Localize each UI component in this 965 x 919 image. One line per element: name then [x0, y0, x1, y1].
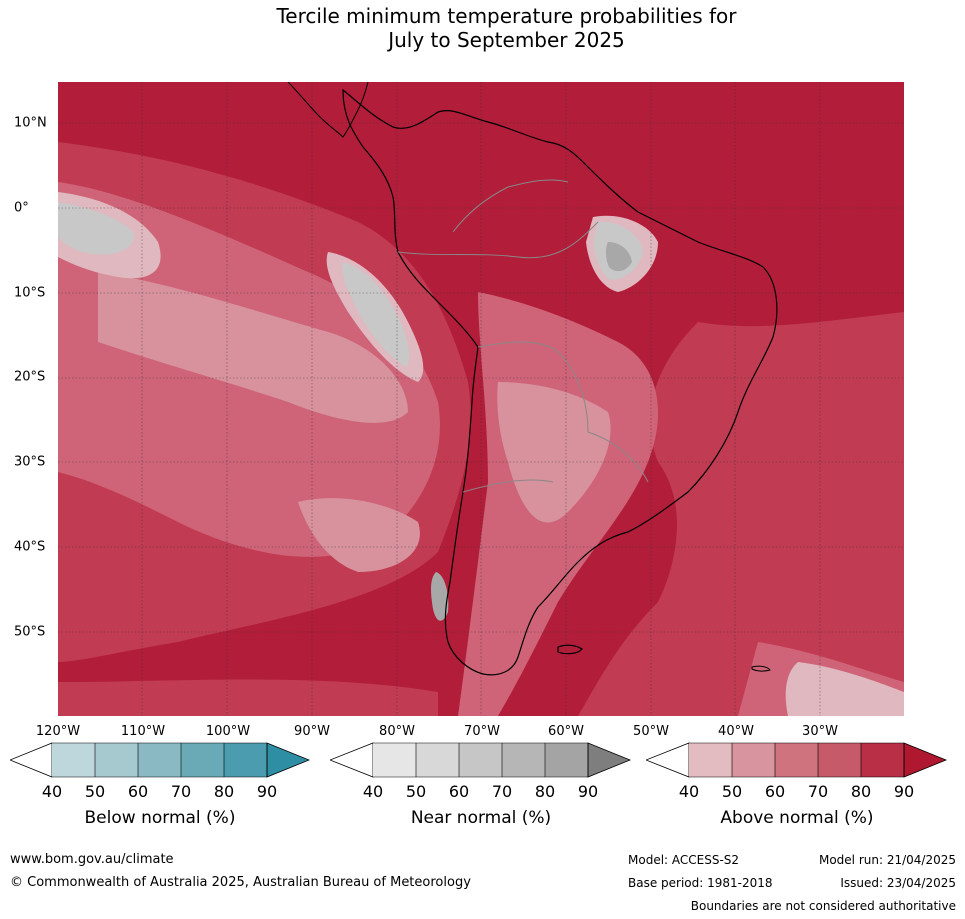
near-tick-50: 50 — [405, 782, 427, 801]
near-tick-80: 80 — [534, 782, 556, 801]
colorbar-near-bin-3 — [459, 743, 502, 777]
colorbar-above-normal — [644, 742, 948, 782]
country-borders — [397, 179, 649, 493]
colorbar-below-bin-2 — [95, 743, 138, 777]
lon-label-70w: 70°W — [464, 724, 500, 739]
above-normal-title: Above normal (%) — [720, 808, 874, 828]
model-info: Model: ACCESS-S2 — [628, 853, 740, 867]
colorbar-below-normal — [8, 742, 311, 782]
copyright-text: © Commonwealth of Australia 2025, Austra… — [10, 875, 471, 890]
above-tick-90: 90 — [893, 782, 915, 801]
colorbar-near-bin-2 — [416, 743, 459, 777]
colorbar-near-bin-1 — [373, 743, 416, 777]
colorbar-below-bin-5 — [224, 743, 267, 777]
near-normal-dark — [605, 242, 632, 272]
near-tick-60: 60 — [448, 782, 470, 801]
title-line-1: Tercile minimum temperature probabilitie… — [276, 4, 737, 28]
south-georgia — [751, 665, 771, 672]
falkland-islands — [557, 644, 583, 655]
above-tick-60: 60 — [764, 782, 786, 801]
chart-title: Tercile minimum temperature probabilitie… — [0, 4, 965, 52]
title-line-2: July to September 2025 — [388, 28, 625, 52]
near-normal-patagonia — [431, 572, 449, 621]
graticule — [58, 82, 904, 716]
above-60-region — [98, 272, 408, 423]
near-tick-70: 70 — [491, 782, 513, 801]
website-link[interactable]: www.bom.gov.au/climate — [10, 852, 174, 867]
model-run-info: Model run: 21/04/2025 — [818, 853, 956, 867]
probability-map[interactable] — [58, 82, 904, 716]
colorbar-near-normal — [328, 742, 632, 782]
above-tick-70: 70 — [807, 782, 829, 801]
below-tick-70: 70 — [170, 782, 192, 801]
colorbar-above-bin-4 — [818, 743, 861, 777]
lon-label-80w: 80°W — [379, 724, 415, 739]
lat-label-10n: 10°N — [14, 115, 47, 131]
near-normal-title: Near normal (%) — [410, 808, 552, 828]
colorbar-below-right-arrow — [267, 743, 309, 777]
lat-label-20s: 20°S — [14, 369, 46, 385]
issued-info: Issued: 23/04/2025 — [840, 876, 956, 890]
lat-label-10s: 10°S — [14, 285, 46, 301]
near-tick-90: 90 — [577, 782, 599, 801]
above-tick-50: 50 — [721, 782, 743, 801]
colorbar-above-bin-2 — [732, 743, 775, 777]
lon-label-50w: 50°W — [633, 724, 669, 739]
base-period-info: Base period: 1981-2018 — [628, 876, 773, 890]
below-tick-40: 40 — [41, 782, 63, 801]
central-america-coastline — [287, 82, 369, 138]
colorbar-above-bin-1 — [689, 743, 732, 777]
colorbar-near-left-arrow — [328, 742, 374, 778]
colorbar-above-left-arrow — [644, 742, 690, 778]
boundaries-disclaimer: Boundaries are not considered authoritat… — [690, 899, 956, 913]
above-tick-40: 40 — [678, 782, 700, 801]
lon-label-90w: 90°W — [294, 724, 330, 739]
colorbar-near-bin-4 — [502, 743, 545, 777]
colorbar-near-right-arrow — [588, 743, 630, 777]
lon-label-30w: 30°W — [802, 724, 838, 739]
colorbar-above-right-arrow — [904, 743, 946, 777]
above-80-region-south — [58, 679, 438, 716]
above-60-region-argentina — [497, 382, 611, 523]
colorbar-above-bin-3 — [775, 743, 818, 777]
above-80-region-east — [578, 312, 904, 716]
colorbar-below-bin-4 — [181, 743, 224, 777]
lon-label-60w: 60°W — [548, 724, 584, 739]
lon-label-40w: 40°W — [718, 724, 754, 739]
below-tick-60: 60 — [127, 782, 149, 801]
above-50-region-se — [785, 662, 904, 716]
below-normal-title: Below normal (%) — [84, 808, 236, 828]
near-normal-pacific — [58, 202, 134, 255]
colorbar-above-bin-5 — [861, 743, 904, 777]
south-america-coastline — [342, 88, 778, 676]
colorbar-below-bin-1 — [52, 743, 95, 777]
below-tick-90: 90 — [256, 782, 278, 801]
colorbar-below-left-arrow — [8, 742, 53, 778]
near-tick-40: 40 — [362, 782, 384, 801]
below-tick-80: 80 — [213, 782, 235, 801]
lon-label-100w: 100°W — [205, 724, 251, 739]
below-tick-50: 50 — [84, 782, 106, 801]
lon-label-120w: 120°W — [35, 724, 81, 739]
lat-label-30s: 30°S — [14, 454, 46, 470]
near-normal-peru-coast — [342, 262, 410, 367]
colorbar-near-bin-5 — [545, 743, 588, 777]
lat-label-0: 0° — [14, 200, 29, 216]
colorbar-below-bin-3 — [138, 743, 181, 777]
lat-label-40s: 40°S — [14, 539, 46, 555]
lon-label-110w: 110°W — [120, 724, 166, 739]
lat-label-50s: 50°S — [14, 624, 46, 640]
above-tick-80: 80 — [850, 782, 872, 801]
above-60-region-south — [298, 498, 420, 572]
